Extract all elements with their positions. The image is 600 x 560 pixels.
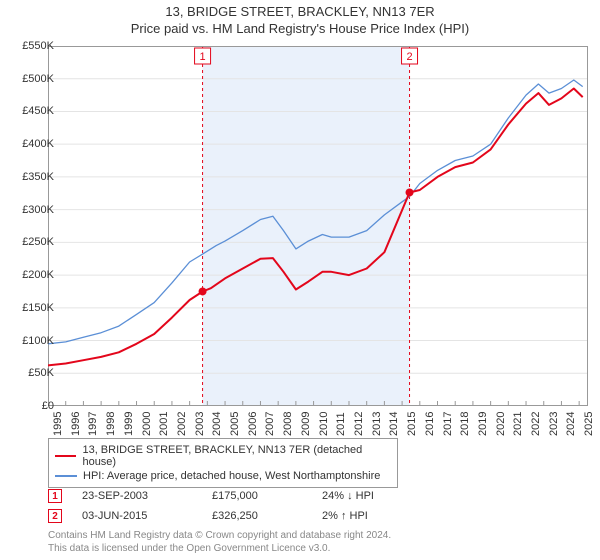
event-point-2 [406, 188, 414, 196]
xtick-label: 2002 [176, 412, 188, 436]
xtick-label: 2024 [565, 412, 577, 436]
event-price: £326,250 [212, 510, 302, 522]
legend-item: 13, BRIDGE STREET, BRACKLEY, NN13 7ER (d… [55, 443, 391, 469]
xtick-label: 2001 [158, 412, 170, 436]
xtick-label: 2018 [459, 412, 471, 436]
footer-line-2: This data is licensed under the Open Gov… [48, 543, 391, 556]
event-diff: 2% ↑ HPI [322, 510, 412, 522]
legend-swatch [55, 455, 76, 457]
event-flag-2: 2 [402, 48, 418, 64]
chart-svg: 12 [48, 46, 588, 406]
ytick-label: £300K [22, 204, 54, 216]
xtick-label: 2013 [371, 412, 383, 436]
event-price: £175,000 [212, 490, 302, 502]
footer-line-1: Contains HM Land Registry data © Crown c… [48, 530, 391, 543]
event-marker: 2 [48, 509, 62, 523]
xtick-label: 2015 [406, 412, 418, 436]
xtick-label: 1996 [70, 412, 82, 436]
legend-item: HPI: Average price, detached house, West… [55, 469, 391, 483]
xtick-label: 2010 [318, 412, 330, 436]
xtick-label: 2023 [548, 412, 560, 436]
xtick-label: 1995 [52, 412, 64, 436]
event-flag-1: 1 [195, 48, 211, 64]
ytick-label: £50K [28, 367, 54, 379]
ytick-label: £100K [22, 335, 54, 347]
event-date: 03-JUN-2015 [82, 510, 192, 522]
xtick-label: 2016 [424, 412, 436, 436]
footer-attribution: Contains HM Land Registry data © Crown c… [48, 530, 391, 555]
xtick-label: 2011 [335, 412, 347, 436]
xtick-label: 2007 [264, 412, 276, 436]
xtick-label: 2003 [194, 412, 206, 436]
xtick-label: 2019 [477, 412, 489, 436]
legend-label: HPI: Average price, detached house, West… [83, 470, 380, 482]
xtick-label: 2006 [247, 412, 259, 436]
xtick-label: 2009 [300, 412, 312, 436]
chart-subtitle: Price paid vs. HM Land Registry's House … [0, 19, 600, 40]
xtick-label: 2020 [495, 412, 507, 436]
xtick-label: 2012 [353, 412, 365, 436]
xtick-label: 2025 [583, 412, 595, 436]
xtick-label: 1998 [105, 412, 117, 436]
xtick-label: 2000 [141, 412, 153, 436]
xtick-label: 2008 [282, 412, 294, 436]
event-point-1 [199, 287, 207, 295]
event-row: 1 23-SEP-2003 £175,000 24% ↓ HPI [48, 486, 412, 506]
event-diff: 24% ↓ HPI [322, 490, 412, 502]
xtick-label: 2005 [229, 412, 241, 436]
ytick-label: £200K [22, 269, 54, 281]
xtick-label: 1997 [87, 412, 99, 436]
chart-plot: 12 [48, 46, 588, 406]
xtick-label: 2021 [512, 412, 524, 436]
ytick-label: £350K [22, 171, 54, 183]
legend-swatch [55, 475, 77, 477]
svg-text:2: 2 [406, 51, 412, 63]
xtick-label: 2017 [442, 412, 454, 436]
legend: 13, BRIDGE STREET, BRACKLEY, NN13 7ER (d… [48, 438, 398, 488]
ytick-label: £450K [22, 105, 54, 117]
ytick-label: £0 [42, 400, 54, 412]
xtick-label: 2014 [388, 412, 400, 436]
chart-title: 13, BRIDGE STREET, BRACKLEY, NN13 7ER [0, 0, 600, 19]
ytick-label: £500K [22, 73, 54, 85]
event-date: 23-SEP-2003 [82, 490, 192, 502]
xtick-label: 1999 [123, 412, 135, 436]
xtick-label: 2022 [530, 412, 542, 436]
ytick-label: £150K [22, 302, 54, 314]
ytick-label: £250K [22, 236, 54, 248]
ytick-label: £550K [22, 40, 54, 52]
xtick-label: 2004 [211, 412, 223, 436]
ytick-label: £400K [22, 138, 54, 150]
legend-label: 13, BRIDGE STREET, BRACKLEY, NN13 7ER (d… [82, 444, 391, 468]
chart-container: 13, BRIDGE STREET, BRACKLEY, NN13 7ER Pr… [0, 0, 600, 560]
event-marker: 1 [48, 489, 62, 503]
event-row: 2 03-JUN-2015 £326,250 2% ↑ HPI [48, 506, 412, 526]
svg-text:1: 1 [200, 51, 206, 63]
event-table: 1 23-SEP-2003 £175,000 24% ↓ HPI 2 03-JUN-201… [48, 486, 412, 526]
